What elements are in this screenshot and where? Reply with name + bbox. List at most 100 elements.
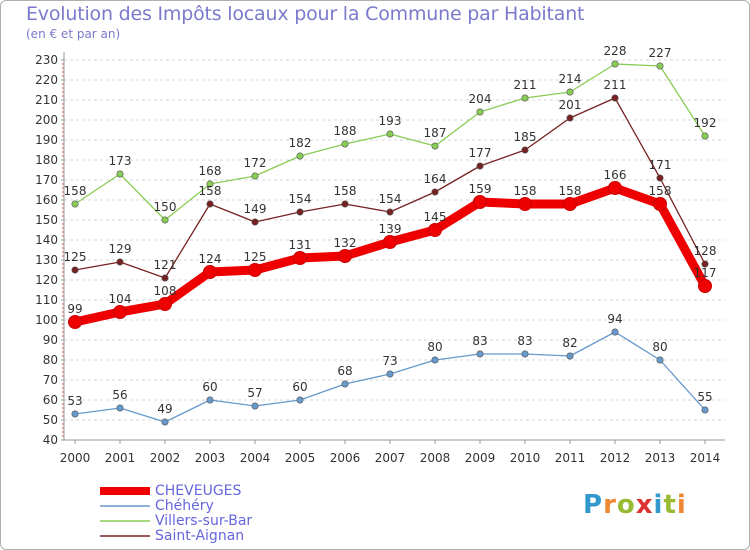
data-label: 227 <box>649 46 672 60</box>
y-tick-label: 50 <box>43 413 58 427</box>
data-label: 177 <box>469 146 492 160</box>
data-label: 149 <box>244 202 267 216</box>
data-point <box>206 200 214 208</box>
data-label: 68 <box>337 364 352 378</box>
data-label: 53 <box>67 394 82 408</box>
data-label: 80 <box>652 340 667 354</box>
data-label: 56 <box>112 388 127 402</box>
logo-letter: t <box>663 490 677 520</box>
data-point <box>161 274 169 282</box>
data-label: 121 <box>154 258 177 272</box>
data-label: 158 <box>199 184 222 198</box>
data-point <box>206 396 214 404</box>
data-label: 214 <box>559 72 582 86</box>
data-point <box>701 132 709 140</box>
data-labels: 99 104 108 124 125 131 132 139 145 159 158 158 166 15… <box>64 44 717 416</box>
data-point <box>296 208 304 216</box>
x-tick-label: 2012 <box>600 451 631 465</box>
data-point <box>203 265 217 279</box>
y-tick-label: 160 <box>35 193 58 207</box>
series-cheveuges <box>68 181 712 329</box>
y-tick-label: 220 <box>35 73 58 87</box>
data-point <box>701 260 709 268</box>
y-tick-label: 170 <box>35 173 58 187</box>
data-label: 83 <box>517 334 532 348</box>
x-tick-label: 2001 <box>105 451 136 465</box>
y-tick-label: 230 <box>35 53 58 67</box>
data-label: 80 <box>427 340 442 354</box>
data-point <box>566 88 574 96</box>
data-point <box>71 266 79 274</box>
data-point <box>116 258 124 266</box>
data-point <box>563 197 577 211</box>
data-label: 55 <box>697 390 712 404</box>
x-tick-label: 2005 <box>285 451 316 465</box>
data-point <box>566 114 574 122</box>
x-tick-label: 2010 <box>510 451 541 465</box>
x-tick-label: 2009 <box>465 451 496 465</box>
data-point <box>701 406 709 414</box>
data-point <box>206 180 214 188</box>
data-label: 192 <box>694 116 717 130</box>
data-label: 171 <box>649 158 672 172</box>
data-point <box>566 352 574 360</box>
data-label: 145 <box>424 210 447 224</box>
data-label: 128 <box>694 244 717 258</box>
data-point <box>251 218 259 226</box>
data-point <box>473 195 487 209</box>
data-label: 60 <box>202 380 217 394</box>
x-tick-label: 2008 <box>420 451 451 465</box>
data-point <box>341 200 349 208</box>
series-saint-aignan <box>71 94 709 282</box>
data-label: 99 <box>67 302 82 316</box>
data-label: 83 <box>472 334 487 348</box>
data-point <box>476 108 484 116</box>
data-point <box>611 60 619 68</box>
x-tick-label: 2003 <box>195 451 226 465</box>
x-tick-label: 2011 <box>555 451 586 465</box>
data-point <box>341 140 349 148</box>
y-tick-label: 130 <box>35 253 58 267</box>
logo-letter: P <box>583 490 604 520</box>
data-label: 201 <box>559 98 582 112</box>
data-point <box>161 216 169 224</box>
data-point <box>248 263 262 277</box>
data-label: 108 <box>154 284 177 298</box>
data-point <box>386 208 394 216</box>
y-tick-label: 90 <box>43 333 58 347</box>
proxiti-logo: Proxiti <box>583 490 687 520</box>
data-label: 158 <box>559 184 582 198</box>
data-label: 94 <box>607 312 622 326</box>
data-label: 168 <box>199 164 222 178</box>
data-point <box>386 370 394 378</box>
y-tick-label: 100 <box>35 313 58 327</box>
legend-label: Villers-sur-Bar <box>155 513 252 529</box>
x-tick-label: 2007 <box>375 451 406 465</box>
y-tick-label: 180 <box>35 153 58 167</box>
x-tick-label: 2013 <box>645 451 676 465</box>
series-ch-h-ry <box>71 328 709 426</box>
y-tick-label: 120 <box>35 273 58 287</box>
y-tick-label: 200 <box>35 113 58 127</box>
data-point <box>293 251 307 265</box>
data-label: 57 <box>247 386 262 400</box>
y-tick-label: 60 <box>43 393 58 407</box>
y-tick-label: 80 <box>43 353 58 367</box>
data-label: 124 <box>199 252 222 266</box>
data-point <box>656 62 664 70</box>
axes: 40 50 60 70 80 90 100 110 120 130 140 150 160 170 180 1… <box>35 52 725 465</box>
legend-label: CHEVEUGES <box>155 483 242 499</box>
data-label: 159 <box>469 182 492 196</box>
data-label: 182 <box>289 136 312 150</box>
data-point <box>431 356 439 364</box>
data-label: 117 <box>694 266 717 280</box>
data-point <box>113 305 127 319</box>
data-point <box>161 418 169 426</box>
data-label: 204 <box>469 92 492 106</box>
data-point <box>611 328 619 336</box>
series <box>68 60 712 426</box>
data-point <box>476 162 484 170</box>
chart-title: Evolution des Impôts locaux pour la Comm… <box>26 3 585 25</box>
data-label: 158 <box>334 184 357 198</box>
data-point <box>656 174 664 182</box>
